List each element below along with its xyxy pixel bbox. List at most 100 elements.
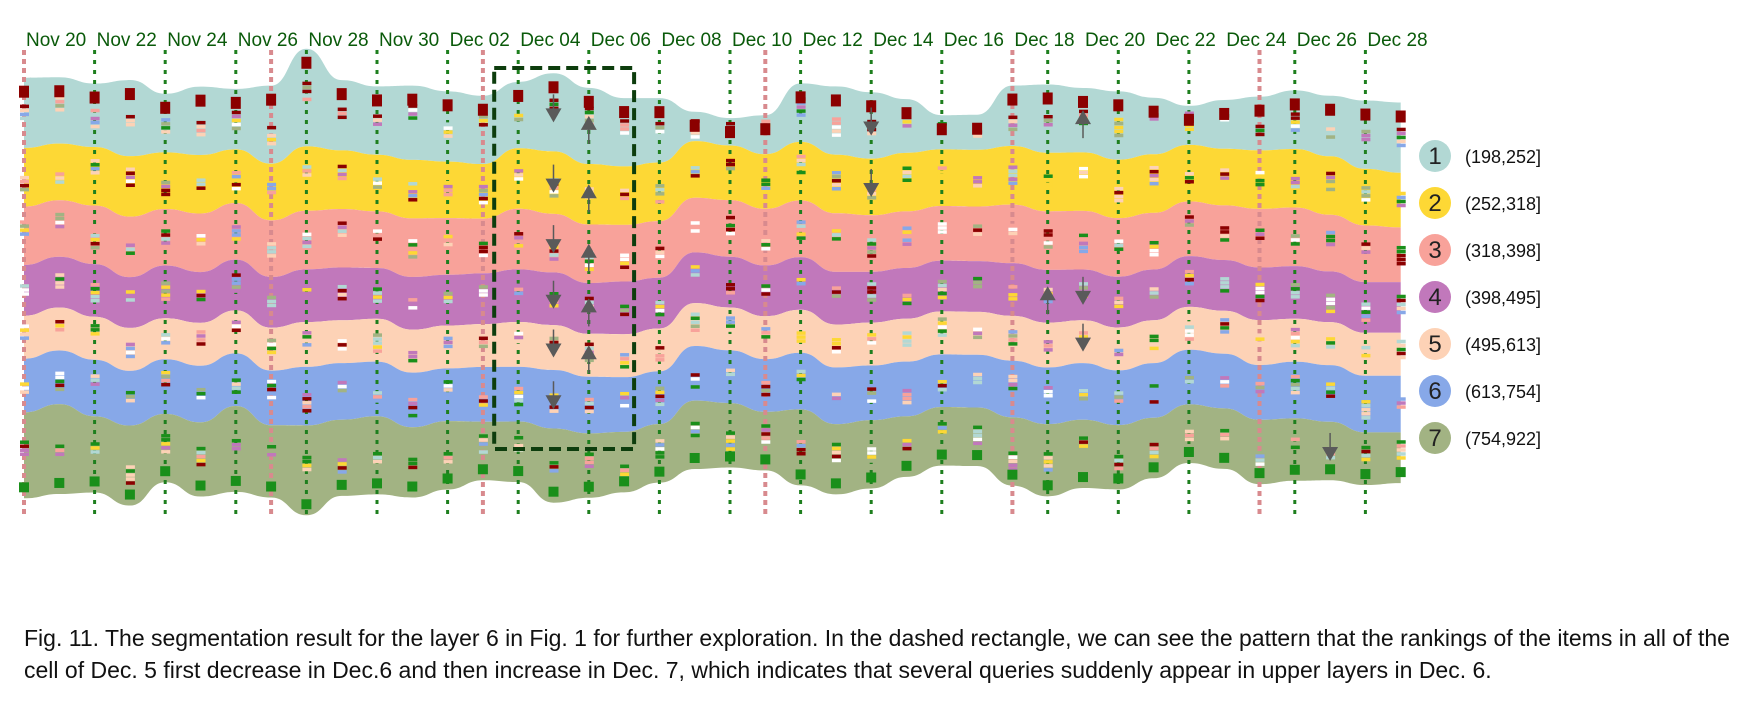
cell-mark <box>514 331 524 336</box>
cell-mark <box>1008 123 1018 128</box>
cell-mark <box>514 117 524 122</box>
cell-mark <box>231 170 241 175</box>
cell-mark <box>373 333 382 337</box>
cell-mark <box>796 105 806 109</box>
cell-mark <box>1149 442 1159 447</box>
cell-mark <box>1220 234 1230 238</box>
cell-mark <box>1361 445 1371 450</box>
legend-range: (754,922] <box>1465 429 1541 449</box>
cell-mark <box>514 240 524 244</box>
cell-mark <box>408 306 418 310</box>
cell-mark <box>373 337 382 341</box>
cell-mark <box>267 186 277 191</box>
cell-mark <box>1184 273 1194 278</box>
cell-mark <box>337 343 347 347</box>
top-marker <box>725 126 735 139</box>
cell-mark <box>267 452 277 457</box>
cell-mark <box>20 386 29 390</box>
cell-mark <box>161 370 171 375</box>
cell-mark <box>831 187 841 191</box>
cell-mark <box>196 128 206 133</box>
arrow-up-icon <box>580 115 597 144</box>
cell-mark <box>302 455 312 460</box>
cell-mark <box>1184 285 1194 290</box>
cell-mark <box>90 241 100 246</box>
cell-mark <box>1220 289 1230 293</box>
cell-mark <box>337 107 347 112</box>
band-3 <box>24 197 1401 284</box>
cell-mark <box>231 281 241 285</box>
cell-mark <box>1184 437 1194 442</box>
cell-mark <box>55 371 65 376</box>
cell-mark <box>231 285 241 289</box>
cell-mark <box>1220 122 1230 126</box>
cell-mark <box>90 112 100 117</box>
bottom-marker <box>407 481 418 492</box>
cell-mark <box>1326 238 1336 243</box>
cell-mark <box>231 382 241 386</box>
cell-mark <box>231 229 241 233</box>
cell-mark <box>655 402 665 407</box>
cell-mark <box>655 254 665 259</box>
cell-mark <box>90 171 100 175</box>
cell-mark <box>1290 390 1300 395</box>
cell-mark <box>55 448 65 453</box>
cell-mark <box>796 162 806 167</box>
cell-mark <box>267 387 277 392</box>
cell-mark <box>620 131 630 135</box>
cell-mark <box>1008 115 1018 120</box>
cell-mark <box>373 395 382 399</box>
cell-mark <box>196 454 206 459</box>
cell-mark <box>408 465 418 470</box>
legend-swatch-4 <box>1419 281 1451 313</box>
cell-mark <box>973 433 983 438</box>
cell-mark <box>408 186 418 190</box>
cell-mark <box>20 336 29 340</box>
cell-mark <box>937 222 947 226</box>
cell-mark <box>655 125 665 130</box>
cell-mark <box>90 167 100 171</box>
cell-mark <box>408 198 418 202</box>
cell-mark <box>831 400 841 405</box>
cell-mark <box>302 89 312 94</box>
cell-mark <box>443 134 453 138</box>
cell-mark <box>478 395 488 399</box>
cell-mark <box>1290 184 1300 189</box>
cell-mark <box>408 108 418 112</box>
cell-mark <box>796 232 806 236</box>
cell-mark <box>161 285 171 289</box>
cell-mark <box>125 481 135 485</box>
cell-mark <box>1184 172 1194 176</box>
top-marker <box>795 91 806 104</box>
cell-mark <box>655 443 665 447</box>
cell-mark <box>831 294 841 298</box>
cell-mark <box>302 335 312 339</box>
cell-mark <box>231 126 241 131</box>
top-marker <box>1219 107 1230 120</box>
cell-mark <box>761 388 771 393</box>
cell-mark <box>231 386 241 390</box>
cell-mark <box>1008 127 1018 132</box>
cell-mark <box>620 361 630 365</box>
cell-mark <box>796 158 806 163</box>
cell-mark <box>690 229 700 233</box>
cell-mark <box>514 165 524 169</box>
cell-mark <box>831 183 841 187</box>
cell-mark <box>373 181 382 185</box>
cell-mark <box>973 331 983 336</box>
bottom-marker <box>1148 462 1159 473</box>
cell-mark <box>90 298 100 303</box>
cell-mark <box>1114 466 1124 471</box>
date-label: Dec 20 <box>1085 30 1145 51</box>
cell-mark <box>761 331 771 335</box>
cell-mark <box>690 425 700 430</box>
cell-mark <box>902 120 912 124</box>
cell-mark <box>1290 238 1300 242</box>
cell-mark <box>302 97 312 102</box>
cell-mark <box>408 116 418 120</box>
cell-mark <box>373 177 382 181</box>
cell-mark <box>337 339 347 343</box>
cell-mark <box>514 169 524 173</box>
cell-mark <box>1079 393 1088 397</box>
date-label: Dec 16 <box>944 30 1004 51</box>
